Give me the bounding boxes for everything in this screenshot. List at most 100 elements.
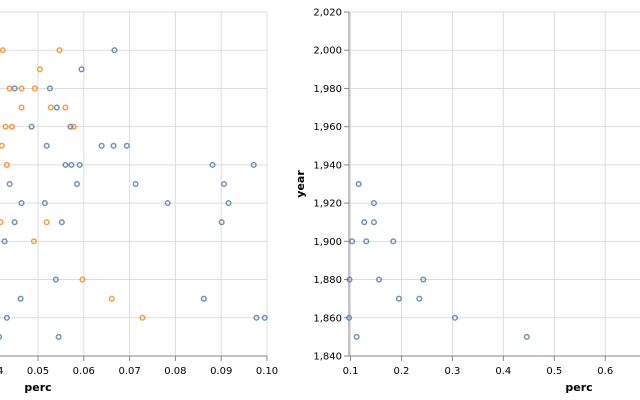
y-tick-label: 2,000: [313, 46, 342, 57]
data-point-blue: [250, 161, 257, 168]
x-tick-label: 0.06: [73, 366, 95, 377]
y-tick-label: 1,840: [313, 352, 342, 363]
data-point-blue: [62, 161, 69, 168]
data-point-blue: [3, 314, 10, 321]
data-point-orange: [8, 123, 15, 130]
data-point-blue: [68, 161, 75, 168]
data-point-blue: [17, 295, 24, 302]
data-point-orange: [36, 66, 43, 73]
data-point-blue: [76, 161, 83, 168]
x-tick-label: 0.04: [0, 366, 3, 377]
data-point-blue: [55, 333, 62, 340]
data-point-orange: [6, 85, 13, 92]
x-tick-label: 0.08: [164, 366, 186, 377]
data-point-blue: [200, 295, 207, 302]
chart-panel-2: 0.10.20.30.40.50.60.70.80.91.0perc1,8401…: [294, 8, 640, 394]
data-point-orange: [70, 123, 77, 130]
data-point-blue: [346, 276, 353, 283]
y-tick-label: 1,900: [313, 237, 342, 248]
data-point-blue: [28, 123, 35, 130]
data-point-blue: [345, 314, 353, 321]
y-tick-label: 1,960: [313, 122, 342, 133]
data-point-blue: [390, 238, 397, 245]
data-point-blue: [41, 200, 48, 207]
x-tick-label: 0.5: [546, 366, 562, 377]
data-point-blue: [11, 219, 18, 226]
data-point-blue: [218, 219, 225, 226]
data-point-blue: [370, 219, 378, 226]
data-point-orange: [30, 238, 37, 245]
data-point-blue: [209, 161, 216, 168]
y-tick-label: 1,860: [313, 313, 342, 324]
x-tick-label: 0.10: [256, 366, 278, 377]
data-point-blue: [0, 333, 3, 340]
data-point-orange: [0, 219, 4, 226]
y-tick-label: 1,940: [313, 160, 342, 171]
data-point-blue: [123, 142, 130, 149]
data-point-blue: [6, 180, 13, 188]
x-tick-label: 0.6: [597, 366, 613, 377]
x-tick-label: 0.3: [444, 366, 460, 377]
data-point-blue: [111, 47, 118, 54]
x-tick-label: 0.09: [210, 366, 232, 377]
data-point-blue: [370, 200, 378, 207]
data-point-blue: [363, 238, 370, 245]
data-point-orange: [0, 142, 5, 149]
data-point-blue: [53, 104, 60, 111]
data-point-orange: [18, 104, 25, 111]
x-tick-label: 0.05: [27, 366, 49, 377]
data-point-orange: [2, 123, 9, 130]
data-point-blue: [1, 238, 8, 245]
data-point-orange: [62, 104, 69, 111]
data-point-blue: [43, 142, 50, 149]
data-point-orange: [43, 219, 50, 226]
data-point-orange: [108, 295, 115, 302]
data-point-blue: [73, 180, 80, 188]
x-tick-label: 0.2: [394, 366, 410, 377]
data-point-orange: [47, 104, 54, 111]
data-point-blue: [220, 180, 227, 188]
data-point-blue: [416, 295, 423, 302]
x-tick-label: 0.07: [118, 366, 140, 377]
data-point-orange: [139, 314, 146, 321]
y-tick-label: 1,980: [313, 84, 342, 95]
x-tick-label: 0.4: [495, 366, 511, 377]
data-point-orange: [18, 85, 25, 92]
y-axis-title: year: [294, 170, 307, 198]
y-tick-label: 2,020: [313, 8, 342, 19]
data-point-blue: [395, 295, 402, 302]
data-point-blue: [52, 276, 59, 283]
data-point-blue: [376, 276, 383, 283]
y-tick-label: 1,920: [313, 199, 342, 210]
data-point-blue: [46, 85, 53, 92]
data-point-blue: [110, 142, 117, 149]
data-point-blue: [523, 333, 530, 340]
data-point-blue: [261, 314, 268, 321]
data-point-blue: [78, 66, 85, 73]
data-point-blue: [353, 333, 360, 340]
data-point-blue: [164, 200, 171, 207]
data-point-orange: [79, 276, 86, 283]
data-point-orange: [0, 47, 6, 54]
data-point-blue: [361, 219, 368, 226]
data-point-blue: [18, 200, 25, 207]
data-point-blue: [420, 276, 427, 283]
data-point-blue: [451, 314, 459, 321]
x-axis-title: perc: [24, 381, 51, 394]
data-point-blue: [58, 219, 65, 226]
data-point-blue: [225, 200, 232, 207]
data-point-blue: [98, 142, 105, 149]
x-axis-title: perc: [565, 381, 592, 394]
data-point-orange: [31, 85, 38, 92]
data-point-blue: [349, 238, 356, 245]
x-tick-label: 0.1: [343, 366, 359, 377]
chart-panel-1: 0.000.010.020.030.040.050.060.070.080.09…: [0, 11, 278, 394]
data-point-orange: [3, 161, 10, 168]
data-point-blue: [132, 180, 139, 188]
data-point-blue: [253, 314, 260, 321]
data-point-blue: [355, 180, 362, 188]
data-point-blue: [67, 123, 74, 130]
data-point-orange: [56, 47, 63, 54]
y-tick-label: 1,880: [313, 275, 342, 286]
